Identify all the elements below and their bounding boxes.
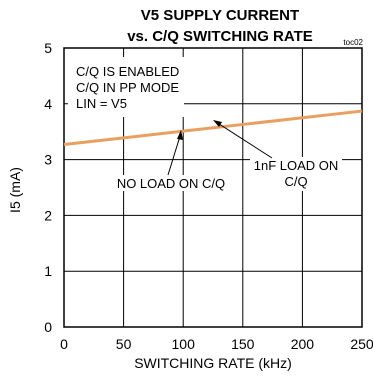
note-line-1: C/Q IS ENABLED xyxy=(76,64,179,79)
nf-load-arrowhead xyxy=(213,120,222,127)
y-tick-label: 2 xyxy=(44,207,52,223)
series-line xyxy=(63,109,363,147)
y-tick-label: 1 xyxy=(44,263,52,279)
x-axis-label: SWITCHING RATE (kHz) xyxy=(134,355,292,371)
x-tick-label: 50 xyxy=(116,336,132,352)
y-tick-label: 5 xyxy=(44,40,52,56)
y-tick-label: 0 xyxy=(44,319,52,335)
x-tick-label: 150 xyxy=(231,336,255,352)
chart-title-line2: vs. C/Q SWITCHING RATE xyxy=(127,28,313,45)
x-tick-label: 0 xyxy=(60,336,68,352)
no-load-arrow xyxy=(167,132,182,176)
figure-id: toc02 xyxy=(343,38,363,47)
x-tick-labels: 0 50 100 150 200 250 xyxy=(60,336,373,352)
x-tick-label: 100 xyxy=(172,336,196,352)
note-line-2: C/Q IN PP MODE xyxy=(76,80,179,95)
note-line-3: LIN = V5 xyxy=(76,96,127,111)
series-layer xyxy=(63,109,363,147)
y-tick-label: 3 xyxy=(44,152,52,168)
nf-load-label-1: 1nF LOAD ON xyxy=(254,158,339,173)
y-tick-labels: 0 1 2 3 4 5 xyxy=(44,40,52,335)
no-load-bg xyxy=(102,175,242,191)
nf-load-bg xyxy=(250,157,342,191)
nf-load-label-2: C/Q xyxy=(284,174,307,189)
y-tick-label: 4 xyxy=(44,96,52,112)
x-tick-label: 200 xyxy=(291,336,315,352)
nf-load-arrow xyxy=(215,121,273,159)
no-load-arrowhead xyxy=(177,130,183,140)
note-box xyxy=(68,57,184,117)
y-axis-label: I5 (mA) xyxy=(7,167,23,213)
x-tick-label: 250 xyxy=(350,336,373,352)
no-load-label: NO LOAD ON C/Q xyxy=(117,176,225,191)
plot-frame xyxy=(63,47,363,328)
chart-title-line1: V5 SUPPLY CURRENT xyxy=(141,7,299,24)
